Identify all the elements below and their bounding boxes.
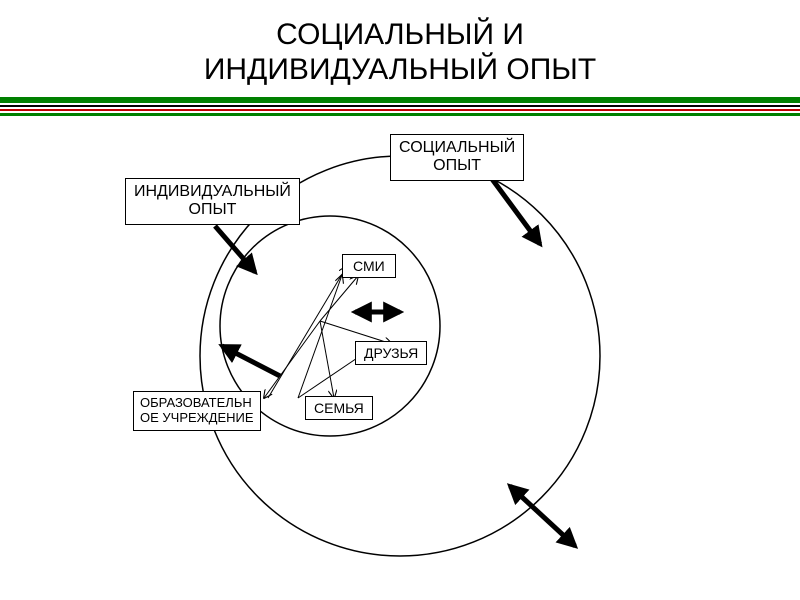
node-media: СМИ [342,254,396,278]
node-individual-experience: ИНДИВИДУАЛЬНЫЙ ОПЫТ [125,178,300,225]
title-line-1: СОЦИАЛЬНЫЙ И [276,18,524,51]
node-label: ОБРАЗОВАТЕЛЬН ОЕ УЧРЕЖДЕНИЕ [140,395,254,425]
node-social-experience: СОЦИАЛЬНЫЙ ОПЫТ [390,134,524,181]
decorative-stripes [0,97,800,116]
node-educational-institution: ОБРАЗОВАТЕЛЬН ОЕ УЧРЕЖДЕНИЕ [133,391,261,431]
title-line-2: ИНДИВИДУАЛЬНЫЙ ОПЫТ [204,53,596,86]
node-friends: ДРУЗЬЯ [355,341,427,365]
diagram-canvas: СОЦИАЛЬНЫЙ ОПЫТ ИНДИВИДУАЛЬНЫЙ ОПЫТ СМИ … [0,116,800,576]
node-family: СЕМЬЯ [305,396,373,420]
node-label: СОЦИАЛЬНЫЙ ОПЫТ [399,139,515,174]
node-label: СМИ [353,258,385,274]
node-label: ДРУЗЬЯ [364,345,418,361]
page-title: СОЦИАЛЬНЫЙ И ИНДИВИДУАЛЬНЫЙ ОПЫТ [0,0,800,87]
node-label: СЕМЬЯ [314,400,364,416]
node-label: ИНДИВИДУАЛЬНЫЙ ОПЫТ [134,183,291,218]
